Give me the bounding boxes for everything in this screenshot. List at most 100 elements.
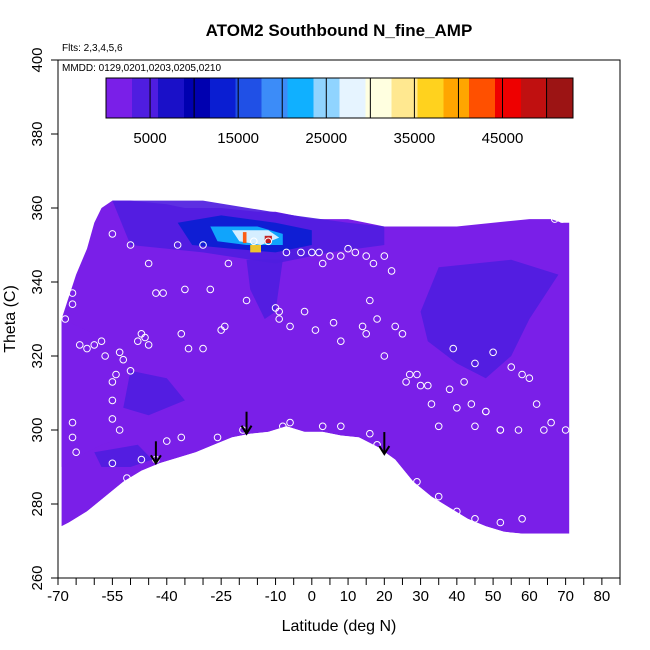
y-tick-label: 300	[29, 417, 46, 442]
sample-point	[373, 315, 381, 323]
sample-point	[249, 237, 258, 246]
x-axis: -70 -55 -40 -25 -10 0 10 20 30 40 50 60 70 80	[47, 578, 621, 605]
sample-point	[173, 241, 182, 249]
sample-point	[413, 478, 421, 486]
sample-point	[213, 433, 222, 442]
y-tick-label: 360	[29, 195, 46, 220]
sample-point	[181, 285, 189, 294]
x-tick-label: 60	[521, 588, 538, 605]
sample-point	[61, 315, 70, 323]
sample-point	[199, 344, 207, 353]
y-tick-label: 340	[29, 269, 46, 294]
colorbar-labels: 5000 15000 25000 35000 45000	[133, 130, 523, 147]
sample-point	[68, 289, 77, 297]
sample-point	[275, 307, 283, 316]
down-arrow-marker	[378, 432, 391, 456]
sample-point	[119, 355, 128, 364]
sample-point	[123, 474, 131, 482]
sample-point	[115, 426, 124, 434]
x-tick-label: -70	[47, 588, 69, 605]
sample-point	[496, 518, 505, 527]
sample-point	[337, 422, 345, 431]
x-axis-label: Latitude (deg N)	[282, 618, 397, 635]
y-tick-label: 380	[29, 121, 46, 146]
sample-point	[424, 381, 432, 390]
sample-point	[337, 337, 345, 346]
sample-point	[90, 341, 99, 349]
x-tick-label: 70	[557, 588, 574, 605]
sample-point	[159, 289, 167, 297]
field-region-deep-blue-left	[61, 319, 124, 467]
sample-point	[337, 252, 345, 260]
x-tick-label: 10	[340, 588, 357, 605]
chart-title: ATOM2 Southbound N_fine_AMP	[206, 21, 473, 40]
sample-point	[380, 252, 389, 260]
sample-point	[108, 378, 117, 386]
arrow-head	[240, 425, 253, 436]
sample-point	[108, 415, 117, 423]
sample-point	[380, 352, 389, 360]
y-tick-label: 280	[29, 491, 46, 516]
sample-point	[460, 378, 468, 386]
sample-point	[467, 400, 476, 408]
sample-point	[405, 370, 414, 379]
sample-point	[471, 515, 479, 523]
x-tick-label: -40	[156, 588, 178, 605]
sample-point	[115, 348, 124, 357]
sample-point	[68, 418, 77, 427]
sample-point	[518, 370, 526, 379]
sample-point	[525, 374, 534, 383]
sample-point	[329, 318, 338, 327]
field-region-orange-spot	[242, 232, 247, 244]
sample-point	[311, 326, 320, 334]
flights-annotation: Flts: 2,3,4,5,6	[62, 43, 123, 54]
sample-point	[496, 426, 505, 434]
sample-point	[72, 448, 80, 457]
sample-point	[315, 248, 323, 257]
sample-point	[184, 344, 193, 353]
sample-point	[434, 492, 443, 501]
sample-point	[108, 396, 117, 405]
y-tick-label: 320	[29, 343, 46, 368]
sample-point	[471, 359, 479, 368]
sample-point	[380, 455, 389, 464]
sample-point	[362, 252, 370, 260]
arrow-head	[378, 445, 391, 456]
sample-point	[402, 378, 410, 386]
sample-point	[489, 348, 497, 357]
plot-frame	[57, 59, 621, 579]
sample-point	[366, 296, 374, 305]
sample-point	[413, 370, 421, 379]
sample-point	[119, 489, 128, 497]
sample-point	[547, 418, 555, 427]
sample-point	[369, 259, 378, 268]
sample-point	[308, 248, 316, 257]
sample-point	[540, 426, 548, 434]
field-layer	[58, 200, 620, 578]
sample-point	[318, 422, 327, 431]
sample-point	[445, 385, 454, 394]
colorbar: 5000 15000 25000 35000 45000	[105, 77, 574, 147]
sample-point	[391, 463, 400, 471]
arrow-head	[150, 454, 162, 466]
sample-point	[141, 333, 149, 342]
down-arrow-marker	[150, 441, 162, 466]
sample-point	[286, 322, 294, 331]
sample-point	[199, 241, 207, 249]
sample-point	[434, 422, 443, 431]
colorbar-fill	[105, 77, 574, 119]
x-tick-label: 30	[412, 588, 429, 605]
colorbar-tick-label: 45000	[482, 130, 524, 147]
down-arrow-marker	[240, 411, 253, 436]
sample-point	[144, 341, 153, 349]
sample-point	[358, 322, 367, 331]
sample-point	[162, 437, 171, 445]
sample-point	[126, 367, 135, 375]
sample-point	[387, 267, 396, 275]
sample-point	[550, 215, 559, 223]
sample-point	[264, 237, 273, 246]
field-region-deep-blue-right	[420, 259, 559, 379]
sample-point	[373, 441, 381, 449]
sample-point	[391, 322, 400, 331]
